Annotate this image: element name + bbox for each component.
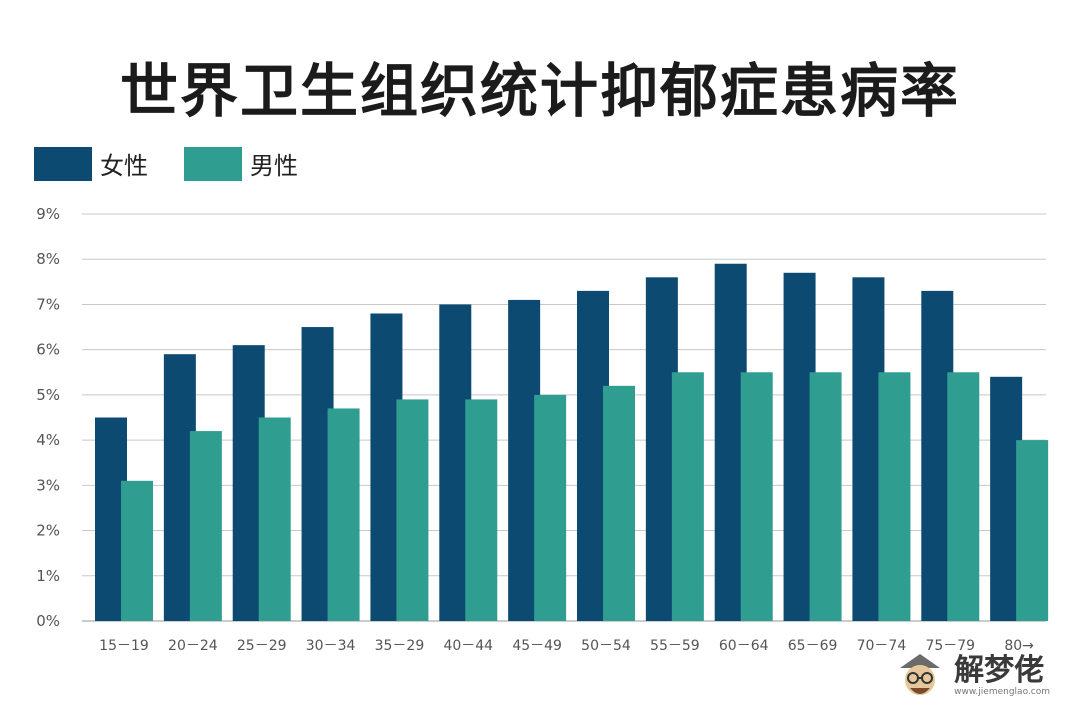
x-tick-label: 35－29 (375, 638, 425, 654)
legend-label-female: 女性 (100, 152, 148, 180)
x-tick-label: 15－19 (99, 638, 149, 654)
y-tick-label: 8% (36, 250, 60, 268)
y-tick-label: 4% (36, 431, 60, 449)
bars (95, 263, 1049, 621)
watermark: 解梦佬 www.jiemenglao.com (892, 648, 1050, 704)
x-tick-label: 25－29 (237, 638, 287, 654)
legend-swatch-male (184, 146, 242, 181)
bar-male (534, 394, 567, 621)
x-tick-label: 20－24 (168, 638, 218, 654)
x-tick-label: 60－64 (719, 638, 769, 654)
bar-male (396, 399, 429, 621)
y-tick-label: 5% (36, 386, 60, 404)
x-tick-label: 70－74 (857, 638, 907, 654)
watermark-url: www.jiemenglao.com (954, 687, 1050, 697)
legend-swatch-female (34, 146, 92, 181)
bar-male (465, 399, 498, 621)
x-tick-label: 65－69 (788, 638, 838, 654)
legend-item-male: 男性 (184, 146, 298, 181)
y-tick-label: 2% (36, 522, 60, 540)
bar-male (121, 480, 153, 621)
bar-male (878, 372, 911, 621)
x-tick-label: 45－49 (512, 638, 562, 654)
bar-male (671, 372, 704, 621)
x-tick-label: 75－79 (925, 638, 975, 654)
bar-male (258, 417, 291, 621)
x-tick-label: 80→ (1004, 638, 1034, 654)
x-axis-ticks: 15－19 20－24 25－29 30－34 35－29 40－44 45－49 50－54… (99, 638, 1034, 654)
y-tick-label: 3% (36, 476, 60, 494)
y-tick-label: 9% (36, 205, 60, 223)
x-tick-label: 50－54 (581, 638, 631, 654)
mascot-logo-icon (900, 654, 941, 695)
bar-male (327, 408, 360, 621)
bar-male (603, 385, 635, 621)
y-tick-label: 7% (36, 295, 60, 313)
watermark-name: 解梦佬 (954, 653, 1045, 688)
bar-male (947, 372, 980, 621)
chart-title: 世界卫生组织统计抑郁症患病率 (119, 57, 960, 125)
bar-male (189, 431, 222, 621)
y-axis-ticks: 0% 1% 2% 3% 4% 5% 6% 7% 8% 9% (36, 205, 60, 630)
y-tick-label: 0% (36, 612, 60, 630)
bar-male (1016, 440, 1049, 621)
bar-male (740, 372, 773, 621)
x-tick-label: 30－34 (306, 638, 356, 654)
legend: 女性 男性 (34, 146, 334, 181)
x-tick-label: 55－59 (650, 638, 700, 654)
legend-label-male: 男性 (250, 152, 298, 180)
x-tick-label: 40－44 (443, 638, 493, 654)
bar-male (809, 372, 842, 621)
y-tick-label: 1% (36, 567, 60, 585)
y-tick-label: 6% (36, 341, 60, 359)
legend-item-female: 女性 (34, 146, 148, 181)
